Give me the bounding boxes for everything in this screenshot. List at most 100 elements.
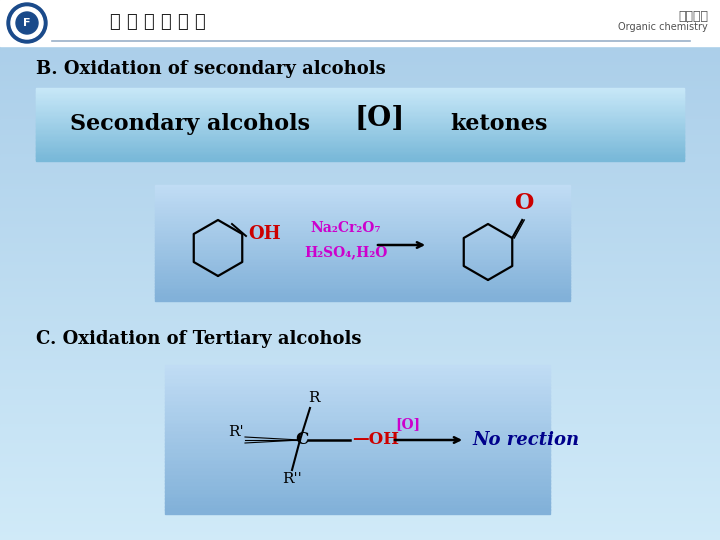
Bar	[36, 122, 684, 124]
Bar	[0, 216, 720, 220]
Text: Organic chemistry: Organic chemistry	[618, 22, 708, 32]
Text: C: C	[295, 431, 309, 449]
Bar	[0, 402, 720, 406]
Bar	[155, 214, 570, 218]
Bar	[0, 381, 720, 384]
Bar	[155, 205, 570, 209]
Bar	[0, 86, 720, 90]
Bar	[0, 248, 720, 252]
Bar	[0, 313, 720, 317]
Bar	[0, 526, 720, 530]
Bar	[0, 184, 720, 187]
Bar	[36, 95, 684, 97]
Bar	[0, 170, 720, 174]
Bar	[165, 461, 550, 466]
Bar	[0, 278, 720, 282]
Bar	[0, 486, 720, 490]
Bar	[155, 283, 570, 287]
Bar	[0, 284, 720, 287]
Bar	[36, 88, 684, 90]
Bar	[0, 497, 720, 501]
Bar	[0, 491, 720, 495]
Bar	[165, 417, 550, 422]
Bar	[0, 113, 720, 117]
Bar	[36, 101, 684, 103]
Bar	[165, 373, 550, 377]
Text: R'': R''	[282, 472, 302, 486]
Bar	[155, 286, 570, 289]
Bar	[0, 483, 720, 487]
Bar	[36, 157, 684, 159]
Bar	[165, 487, 550, 492]
Bar	[0, 532, 720, 536]
Bar	[0, 159, 720, 163]
Bar	[36, 151, 684, 153]
Bar	[36, 129, 684, 131]
Bar	[155, 208, 570, 212]
Bar	[165, 391, 550, 396]
Bar	[155, 294, 570, 298]
Bar	[165, 495, 550, 499]
Bar	[0, 81, 720, 85]
Bar	[165, 395, 550, 399]
Bar	[0, 456, 720, 460]
Bar	[0, 235, 720, 239]
Bar	[36, 146, 684, 148]
Bar	[0, 243, 720, 247]
Bar	[0, 227, 720, 231]
Bar	[36, 97, 684, 99]
Bar	[0, 27, 720, 31]
Bar	[0, 413, 720, 417]
Bar	[0, 321, 720, 325]
Circle shape	[11, 7, 43, 39]
Bar	[0, 294, 720, 298]
Bar	[0, 467, 720, 471]
Bar	[155, 188, 570, 192]
Bar	[0, 49, 720, 52]
Bar	[0, 427, 720, 430]
Bar	[165, 406, 550, 410]
Bar	[165, 439, 550, 444]
Bar	[0, 211, 720, 214]
Bar	[0, 232, 720, 236]
Bar	[0, 230, 720, 233]
Bar	[155, 240, 570, 244]
Bar	[0, 22, 720, 25]
Bar	[36, 127, 684, 130]
Bar	[36, 119, 684, 122]
Bar	[36, 111, 684, 113]
Bar	[0, 351, 720, 355]
Bar	[0, 208, 720, 212]
Bar	[0, 246, 720, 249]
Bar	[0, 127, 720, 131]
Bar	[0, 62, 720, 66]
Bar	[0, 219, 720, 222]
Bar	[0, 405, 720, 409]
Bar	[0, 502, 720, 506]
Bar	[0, 43, 720, 47]
Bar	[0, 289, 720, 293]
Bar	[36, 120, 684, 123]
Bar	[0, 281, 720, 285]
Bar	[0, 489, 720, 492]
Bar	[36, 92, 684, 94]
Bar	[0, 440, 720, 444]
Bar	[0, 335, 720, 339]
Bar	[0, 73, 720, 77]
Bar	[155, 219, 570, 224]
Bar	[0, 500, 720, 503]
Bar	[0, 165, 720, 168]
Bar	[0, 310, 720, 314]
Bar	[155, 191, 570, 194]
Bar	[155, 225, 570, 229]
Bar	[0, 265, 720, 268]
Bar	[36, 149, 684, 151]
Bar	[0, 338, 720, 341]
Bar	[0, 378, 720, 382]
Bar	[36, 94, 684, 96]
Bar	[36, 144, 684, 146]
Bar	[0, 89, 720, 93]
Bar	[0, 435, 720, 438]
Bar	[0, 3, 720, 6]
Bar	[36, 141, 684, 143]
